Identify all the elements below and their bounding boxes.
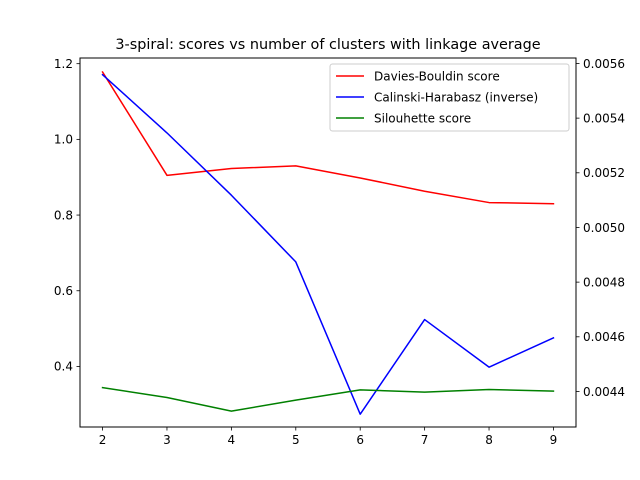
y-left-tick-label: 0.6 (54, 284, 73, 298)
x-tick-label: 7 (421, 433, 429, 447)
x-tick-label: 4 (228, 433, 236, 447)
x-tick-label: 6 (356, 433, 364, 447)
legend-label: Davies-Bouldin score (374, 69, 500, 83)
x-tick-label: 2 (99, 433, 107, 447)
legend-label: Silouhette score (374, 111, 471, 125)
plot-lines (101, 70, 555, 415)
y-right-tick-label: 0.0052 (583, 166, 625, 180)
y-axis-left: 0.4 0.6 0.8 1.0 1.2 (54, 57, 80, 374)
series-line-3 (101, 386, 555, 412)
y-right-tick-label: 0.0056 (583, 57, 625, 71)
y-left-tick-label: 0.4 (54, 360, 73, 374)
legend-box (329, 63, 570, 132)
y-right-tick-label: 0.0048 (583, 275, 625, 289)
y-right-tick-label: 0.0044 (583, 385, 625, 399)
y-right-tick-label: 0.0046 (583, 330, 625, 344)
chart-title: 3-spiral: scores vs number of clusters w… (115, 37, 540, 53)
y-right-tick-label: 0.0050 (583, 221, 625, 235)
y-axis-right: 0.0044 0.0046 0.0048 0.0050 0.0052 0.0054 0.00… (576, 57, 625, 399)
y-right-tick-label: 0.0054 (583, 111, 625, 125)
series-line-1 (101, 70, 555, 205)
y-left-tick-label: 1.2 (54, 57, 73, 71)
y-left-tick-label: 1.0 (54, 133, 73, 147)
series-line-2 (101, 73, 555, 415)
plot-frame (79, 57, 577, 428)
x-tick-label: 5 (292, 433, 300, 447)
x-tick-label: 9 (550, 433, 558, 447)
y-left-tick-label: 0.8 (54, 208, 73, 222)
x-tick-label: 3 (163, 433, 171, 447)
x-tick-label: 8 (485, 433, 493, 447)
legend-label: Calinski-Harabasz (inverse) (374, 90, 538, 104)
legend: Davies-Bouldin score Calinski-Harabasz (i… (329, 63, 570, 132)
x-axis: 2 3 4 5 6 7 8 9 (99, 427, 558, 447)
